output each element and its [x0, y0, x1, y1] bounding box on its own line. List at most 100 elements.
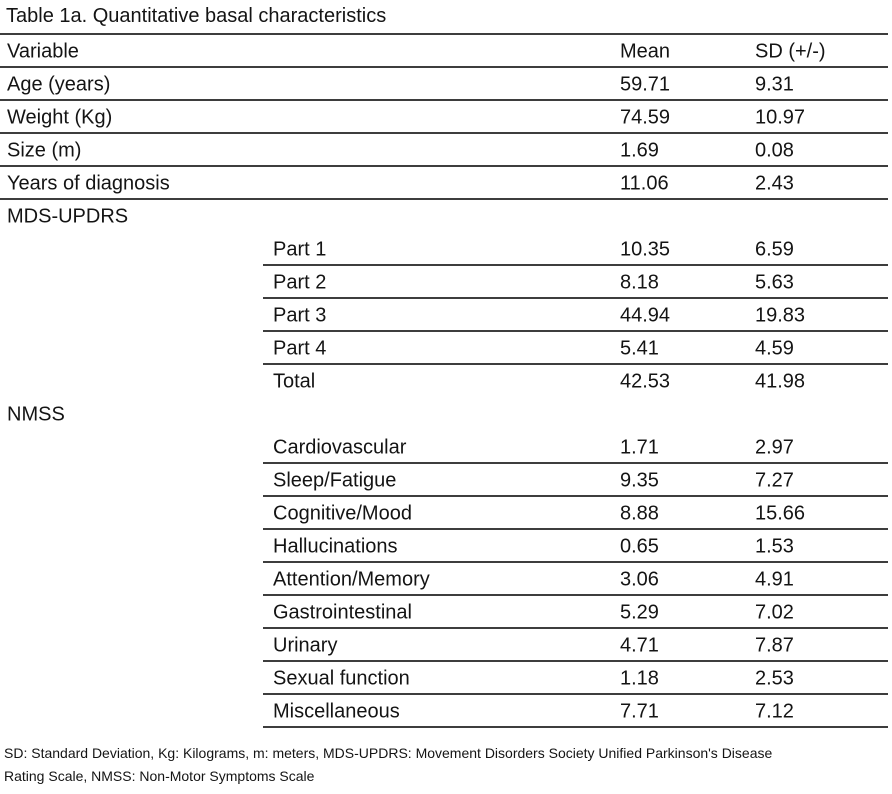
row-mean-value: 7.71 — [620, 700, 659, 722]
row-rule — [263, 660, 888, 662]
table-row: Weight (Kg) 74.59 10.97 — [0, 101, 888, 134]
row-mean-value: 4.71 — [620, 634, 659, 656]
row-label: Weight (Kg) — [7, 106, 113, 128]
footnote-line-1: SD: Standard Deviation, Kg: Kilograms, m… — [4, 745, 773, 761]
table-row: Hallucinations 0.65 1.53 — [0, 530, 888, 563]
row-rule — [263, 297, 888, 299]
row-sd-value: 2.53 — [755, 667, 794, 689]
table-row: Sexual function 1.18 2.53 — [0, 662, 888, 695]
row-sd-value: 2.43 — [755, 172, 794, 194]
row-sublabel: Cognitive/Mood — [273, 502, 412, 524]
row-rule — [263, 495, 888, 497]
row-sublabel: Urinary — [273, 634, 338, 656]
row-sd-value: 1.53 — [755, 535, 794, 557]
row-sublabel: Sexual function — [273, 667, 410, 689]
row-sd-value: 7.87 — [755, 634, 794, 656]
row-mean-value: 59.71 — [620, 73, 671, 95]
row-mean-value: 3.06 — [620, 568, 659, 590]
row-rule — [0, 165, 888, 167]
row-sublabel: Part 4 — [273, 337, 327, 359]
header-rule — [0, 66, 888, 68]
table-row: Miscellaneous 7.71 7.12 — [0, 695, 888, 728]
row-rule — [0, 132, 888, 134]
table-row: Years of diagnosis 11.06 2.43 — [0, 167, 888, 200]
row-rule — [263, 561, 888, 563]
table-row: Part 2 8.18 5.63 — [0, 266, 888, 299]
row-label: Years of diagnosis — [7, 172, 170, 194]
row-sublabel: Part 2 — [273, 271, 327, 293]
row-rule — [0, 99, 888, 101]
table-row: MDS-UPDRS — [0, 200, 888, 233]
row-sd-value: 6.59 — [755, 238, 794, 260]
table-row: Gastrointestinal 5.29 7.02 — [0, 596, 888, 629]
row-mean-value: 1.71 — [620, 436, 659, 458]
table-row: Cardiovascular 1.71 2.97 — [0, 431, 888, 464]
row-sd-value: 4.91 — [755, 568, 794, 590]
row-label: MDS-UPDRS — [7, 205, 129, 227]
row-sublabel: Miscellaneous — [273, 700, 400, 722]
table-row: Part 4 5.41 4.59 — [0, 332, 888, 365]
row-mean-value: 8.88 — [620, 502, 659, 524]
row-sublabel: Part 3 — [273, 304, 327, 326]
row-mean-value: 74.59 — [620, 106, 671, 128]
row-sd-value: 41.98 — [755, 370, 806, 392]
row-sublabel: Cardiovascular — [273, 436, 407, 458]
row-sublabel: Sleep/Fatigue — [273, 469, 397, 491]
table-row: Attention/Memory 3.06 4.91 — [0, 563, 888, 596]
row-mean-value: 5.41 — [620, 337, 659, 359]
column-header-mean: Mean — [620, 40, 671, 62]
row-rule — [263, 330, 888, 332]
table-footnote: SD: Standard Deviation, Kg: Kilograms, m… — [0, 742, 888, 788]
row-label: Size (m) — [7, 139, 82, 161]
table-caption: Table 1a. Quantitative basal characteris… — [0, 0, 888, 35]
row-sd-value: 5.63 — [755, 271, 794, 293]
row-sd-value: 2.97 — [755, 436, 794, 458]
row-rule — [263, 363, 888, 365]
table-header-row: Variable Mean SD (+/-) — [0, 35, 888, 68]
row-rule — [263, 726, 888, 728]
table-row: Sleep/Fatigue 9.35 7.27 — [0, 464, 888, 497]
row-sublabel: Part 1 — [273, 238, 327, 260]
row-mean-value: 1.18 — [620, 667, 659, 689]
row-rule — [0, 198, 888, 200]
row-label: NMSS — [7, 403, 65, 425]
row-mean-value: 1.69 — [620, 139, 659, 161]
table-row: Urinary 4.71 7.87 — [0, 629, 888, 662]
table-row: Cognitive/Mood 8.88 15.66 — [0, 497, 888, 530]
row-mean-value: 5.29 — [620, 601, 659, 623]
table-caption-text: Table 1a. Quantitative basal characteris… — [6, 5, 387, 27]
table-body: Age (years) 59.71 9.31 Weight (Kg) 74.59 10.9… — [0, 68, 892, 728]
row-rule — [263, 462, 888, 464]
row-mean-value: 9.35 — [620, 469, 659, 491]
footnote-line-2: Rating Scale, NMSS: Non-Motor Symptoms S… — [4, 768, 315, 784]
row-mean-value: 0.65 — [620, 535, 659, 557]
row-sd-value: 19.83 — [755, 304, 806, 326]
row-mean-value: 44.94 — [620, 304, 671, 326]
row-sd-value: 7.12 — [755, 700, 794, 722]
row-label: Age (years) — [7, 73, 111, 95]
column-header-sd: SD (+/-) — [755, 40, 826, 62]
row-mean-value: 11.06 — [620, 172, 669, 194]
row-sd-value: 9.31 — [755, 73, 794, 95]
row-mean-value: 8.18 — [620, 271, 659, 293]
row-sublabel: Gastrointestinal — [273, 601, 412, 623]
row-sublabel: Hallucinations — [273, 535, 398, 557]
column-header-variable: Variable — [7, 40, 79, 62]
row-rule — [263, 693, 888, 695]
row-rule — [263, 594, 888, 596]
row-sd-value: 7.02 — [755, 601, 794, 623]
row-sd-value: 4.59 — [755, 337, 794, 359]
row-rule — [263, 627, 888, 629]
row-sd-value: 10.97 — [755, 106, 806, 128]
table-row: NMSS — [0, 398, 888, 431]
row-sd-value: 7.27 — [755, 469, 794, 491]
row-rule — [263, 264, 888, 266]
row-sublabel: Total — [273, 370, 316, 392]
row-mean-value: 10.35 — [620, 238, 671, 260]
table-row: Part 1 10.35 6.59 — [0, 233, 888, 266]
table-row: Part 3 44.94 19.83 — [0, 299, 888, 332]
table-row: Age (years) 59.71 9.31 — [0, 68, 888, 101]
row-sd-value: 15.66 — [755, 502, 806, 524]
row-mean-value: 42.53 — [620, 370, 671, 392]
